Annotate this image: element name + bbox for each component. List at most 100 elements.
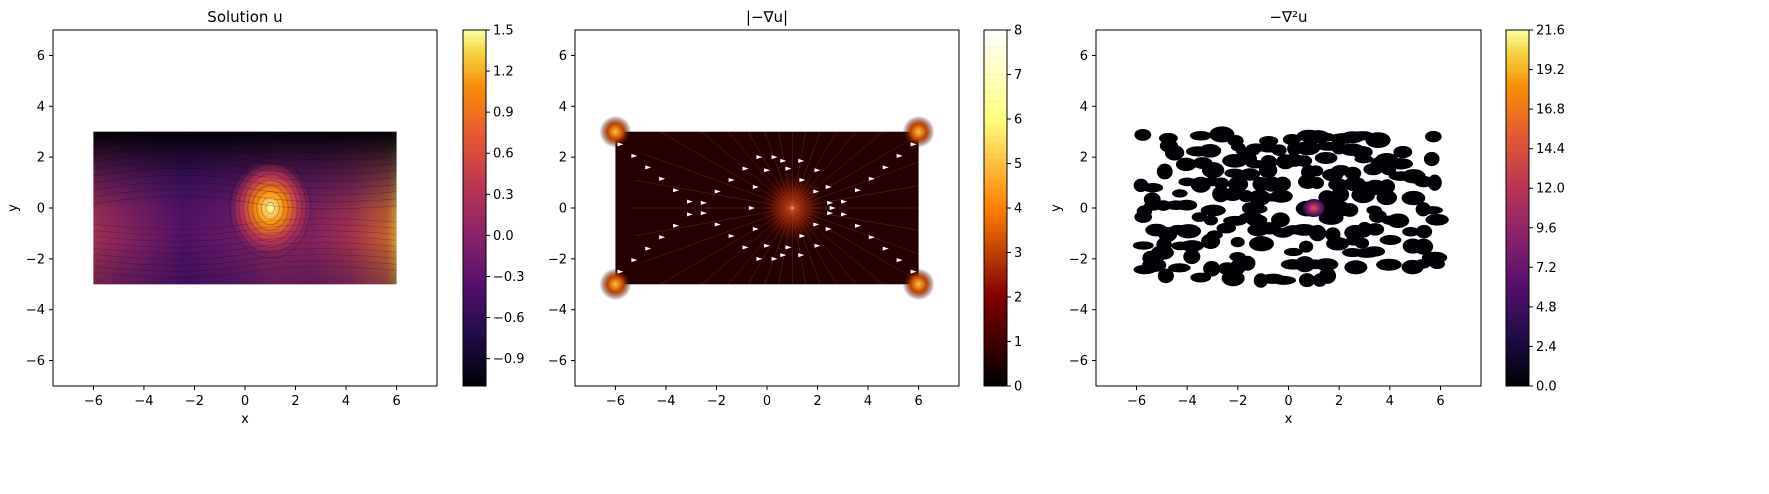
x-axis-label: x: [241, 412, 249, 427]
speckle: [1203, 260, 1221, 277]
speckle: [1415, 258, 1431, 269]
speckle: [1318, 267, 1337, 284]
contour-line: [233, 162, 307, 254]
speckle: [1164, 145, 1185, 161]
speckle: [1216, 222, 1237, 234]
quiver-arrow: [798, 253, 805, 258]
streamline: [792, 127, 931, 209]
quiver-arrow: [631, 258, 638, 263]
contour-line: [93, 230, 397, 242]
quiver-arrow: [799, 178, 806, 183]
speckle: [1344, 260, 1368, 275]
contour-line: [93, 260, 397, 272]
quiver-arrow: [854, 223, 861, 228]
quiver-arrow: [882, 165, 889, 170]
colorbar-3: 0.0 2.4 4.8 7.2 9.6 12.0 14.4 16.8 19.2 21.6: [1505, 24, 1565, 395]
speckle: [1425, 130, 1442, 143]
speckle: [1414, 238, 1434, 255]
contour-line: [251, 185, 289, 231]
streamline: [792, 207, 950, 237]
colorbar-tick-label: 4: [1014, 202, 1022, 217]
speckle: [1298, 273, 1316, 288]
colorbar-tick-label: −0.3: [493, 270, 525, 285]
speckle: [1156, 163, 1173, 180]
corner-glow: [599, 115, 632, 148]
speckle: [1134, 211, 1153, 223]
streamline: [792, 85, 896, 209]
colorbar-tick-label: 8: [1014, 24, 1022, 39]
contour-line: [256, 190, 285, 226]
speckle: [1245, 214, 1268, 227]
contour-line: [93, 224, 397, 236]
streamline: [792, 104, 915, 209]
x-tick-label: −6: [84, 394, 103, 409]
center-glow: [756, 168, 829, 248]
speckle: [1274, 176, 1291, 192]
x-tick-label: 2: [1335, 394, 1343, 409]
x-tick-label: −4: [134, 394, 153, 409]
quiver-arrow: [728, 233, 735, 238]
speckle: [1222, 187, 1243, 201]
quiver-arrow: [756, 256, 763, 261]
colorbar-tick-label: 12.0: [1536, 182, 1565, 197]
quiver-arrow: [764, 243, 771, 248]
speckle: [1132, 241, 1154, 250]
quiver-arrow: [742, 245, 749, 250]
colorbar-tick-label: 0.3: [493, 188, 514, 203]
y-tick-label: 6: [1080, 49, 1088, 64]
quiver-arrow: [841, 212, 848, 217]
quiver-arrow: [882, 246, 889, 251]
speckle: [1168, 263, 1191, 273]
quiver-arrow: [896, 153, 903, 158]
streamline: [792, 69, 873, 209]
streamline: [792, 207, 943, 263]
streamline: [792, 153, 943, 209]
corner-glow: [902, 115, 935, 148]
streamline: [689, 85, 793, 209]
speckle: [1376, 190, 1398, 206]
streamline: [641, 153, 793, 209]
x-tick-label: −6: [1127, 394, 1146, 409]
x-tick-label: 2: [291, 394, 299, 409]
contour-line: [93, 160, 397, 175]
streamline: [641, 207, 793, 263]
contour-line: [93, 195, 397, 210]
y-tick-label: 6: [559, 49, 567, 64]
x-tick-label: 0: [1284, 394, 1292, 409]
y-tick-label: 2: [1080, 151, 1088, 166]
colorbar-tick-label: 7: [1014, 68, 1022, 83]
speckle: [1318, 190, 1336, 205]
speckle: [1230, 236, 1245, 248]
colorbar-tick-label: 21.6: [1536, 24, 1565, 39]
quiver-arrow: [896, 258, 903, 263]
contour-line: [93, 248, 397, 260]
subplot-title: −∇²u: [1269, 8, 1307, 26]
streamline: [737, 207, 793, 359]
streamline: [689, 207, 793, 331]
colorbar-tick-label: 1.2: [493, 65, 514, 80]
streamline: [737, 57, 793, 209]
speckle: [1221, 270, 1245, 287]
colorbar-tick-label: 1: [1014, 335, 1022, 350]
y-tick-label: 0: [37, 202, 45, 217]
y-tick-label: −2: [548, 252, 567, 267]
speckle: [1351, 186, 1376, 204]
contour-line: [242, 174, 298, 242]
quiver-arrow: [825, 226, 832, 231]
speckle: [1172, 189, 1188, 198]
speckle: [1363, 163, 1384, 176]
contour-line: [93, 174, 397, 189]
speckle: [1245, 204, 1268, 214]
speckle: [1308, 224, 1327, 242]
colorbar-frame: [1505, 29, 1530, 387]
quiver-arrow: [728, 178, 735, 183]
colorbar-tick-label: 2.4: [1536, 340, 1557, 355]
contour-line: [93, 188, 397, 203]
y-tick-label: 2: [37, 151, 45, 166]
quiver-arrow: [813, 189, 820, 194]
speckle: [1175, 157, 1197, 172]
streamline: [792, 207, 896, 331]
colorbar-tick-label: 0: [1014, 380, 1022, 395]
quiver-arrow: [714, 189, 721, 194]
